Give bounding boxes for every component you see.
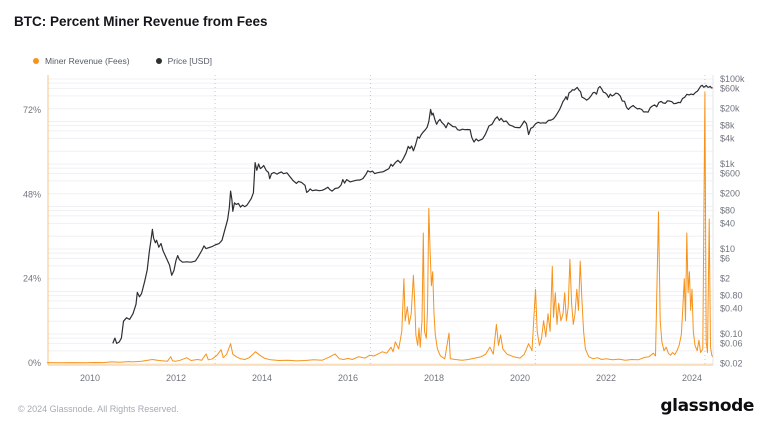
legend-label-price: Price [USD] — [167, 56, 212, 66]
right-axis-tick: $60k — [720, 83, 740, 93]
legend-dot-price-icon — [155, 58, 162, 64]
copyright-text: © 2024 Glassnode. All Rights Reserved. — [18, 404, 179, 414]
x-axis-tick: 2024 — [682, 373, 702, 383]
right-axis-tick: $1k — [720, 159, 735, 169]
x-axis-tick: 2012 — [166, 373, 186, 383]
right-axis-tick: $8k — [720, 121, 735, 131]
x-axis-tick: 2014 — [252, 373, 272, 383]
left-axis-tick: 0% — [28, 358, 41, 368]
right-axis-tick: $200 — [720, 189, 740, 199]
x-axis-tick: 2020 — [510, 373, 530, 383]
left-axis-tick: 24% — [23, 274, 41, 284]
legend-item-miner-revenue-fees[interactable]: Miner Revenue (Fees) — [33, 56, 130, 66]
right-axis-tick: $6 — [720, 253, 730, 263]
left-axis-tick: 48% — [23, 189, 41, 199]
left-axis-tick: 72% — [23, 105, 41, 115]
series-price-usd — [112, 84, 713, 344]
legend-label-fees: Miner Revenue (Fees) — [45, 56, 130, 66]
right-axis-tick: $0.80 — [720, 291, 743, 301]
series-miner-revenue-fees — [46, 92, 714, 364]
right-axis-tick: $100k — [720, 74, 745, 84]
right-axis-tick: $10 — [720, 244, 735, 254]
right-axis-tick: $0.02 — [720, 359, 743, 369]
right-axis-tick: $600 — [720, 168, 740, 178]
glassnode-logo: glassnode — [660, 396, 754, 416]
right-axis-tick: $20k — [720, 104, 740, 114]
right-axis-tick: $40 — [720, 218, 735, 228]
legend-item-price-usd[interactable]: Price [USD] — [155, 56, 212, 66]
right-axis-tick: $2 — [720, 274, 730, 284]
legend-dot-fees-icon — [33, 58, 39, 64]
right-axis-tick: $4k — [720, 133, 735, 143]
legend: Miner Revenue (Fees) Price [USD] — [33, 56, 212, 66]
right-axis-tick: $0.10 — [720, 329, 743, 339]
x-axis-tick: 2018 — [424, 373, 444, 383]
page-title: BTC: Percent Miner Revenue from Fees — [14, 14, 268, 29]
right-axis-tick: $0.06 — [720, 338, 743, 348]
right-axis-tick: $80 — [720, 206, 735, 216]
x-axis-tick: 2010 — [80, 373, 100, 383]
x-axis-tick: 2022 — [596, 373, 616, 383]
right-axis-tick: $0.40 — [720, 303, 743, 313]
x-axis-tick: 2016 — [338, 373, 358, 383]
